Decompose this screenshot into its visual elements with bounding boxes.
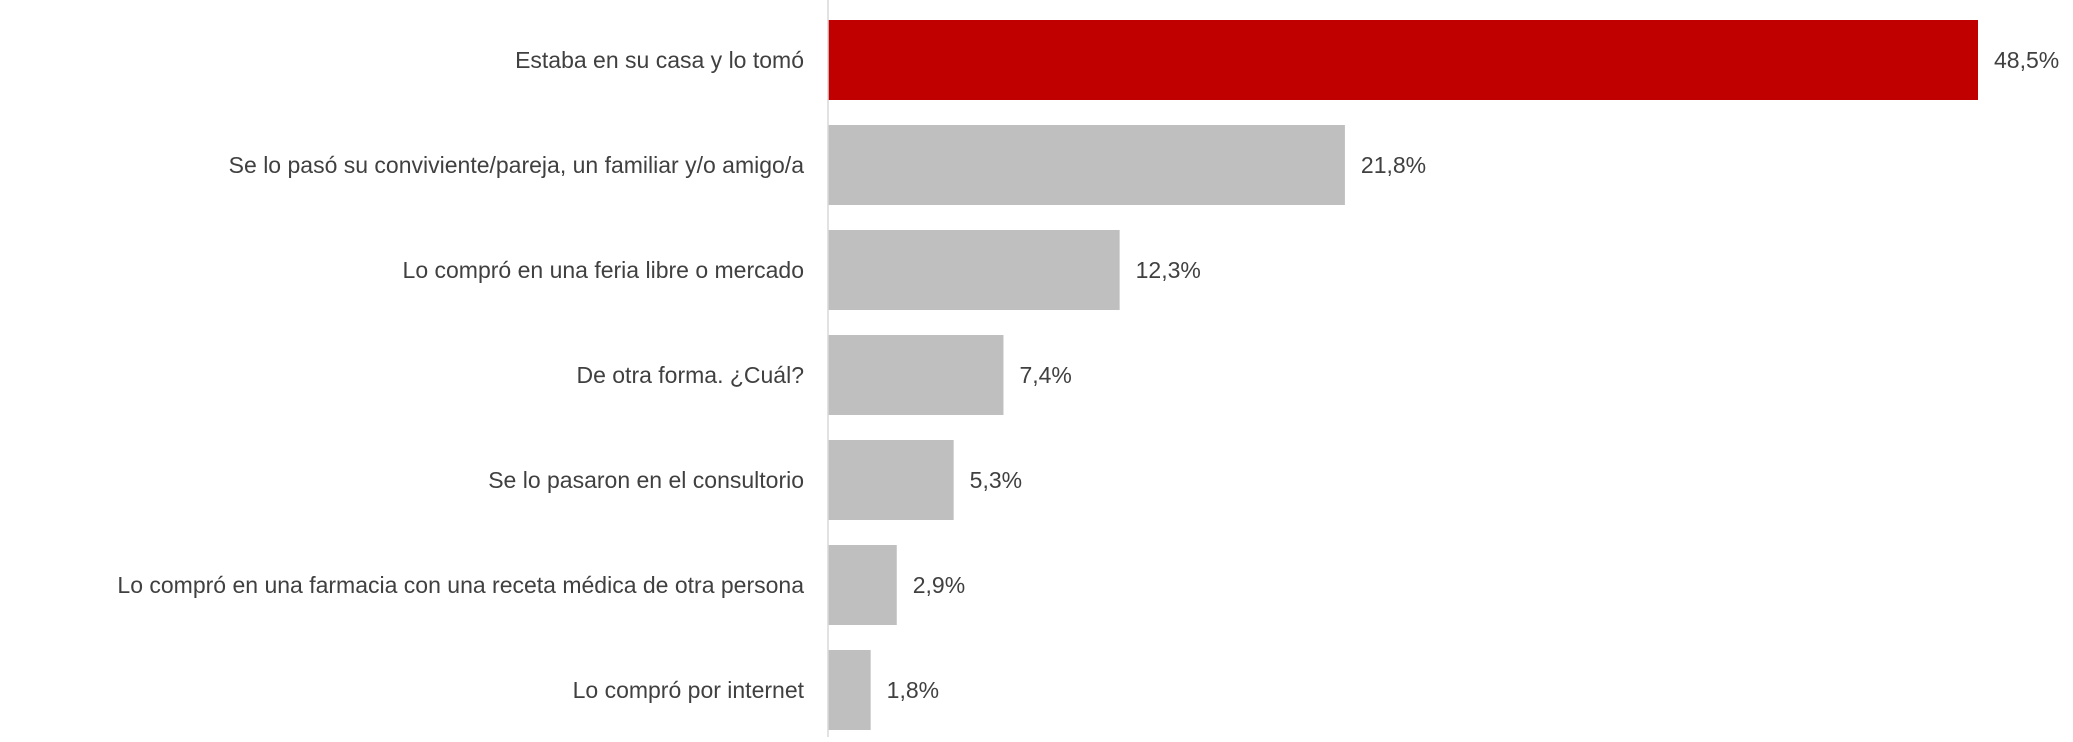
category-label: Se lo pasaron en el consultorio [488,467,804,493]
category-label: Lo compró en una farmacia con una receta… [117,572,804,598]
value-label: 7,4% [1019,362,1071,388]
bar [828,440,954,520]
bar [828,545,897,625]
bar [828,20,1978,100]
category-labels-layer: Estaba en su casa y lo tomó Se lo pasó su… [117,47,804,703]
bars-layer [828,20,1978,730]
bar [828,335,1004,415]
bar [828,650,871,730]
category-label: Lo compró por internet [573,677,805,703]
value-label: 21,8% [1361,152,1426,178]
category-label: Estaba en su casa y lo tomó [515,47,804,73]
value-labels-layer: 48,5% 21,8% 12,3% 7,4% 5,3% 2,9% 1,8% [887,47,2060,703]
value-label: 2,9% [913,572,965,598]
bar [828,230,1120,310]
value-label: 12,3% [1136,257,1201,283]
category-label: De otra forma. ¿Cuál? [576,362,804,388]
value-label: 5,3% [970,467,1022,493]
category-label: Lo compró en una feria libre o mercado [403,257,804,283]
category-label: Se lo pasó su conviviente/pareja, un fam… [229,152,805,178]
value-label: 48,5% [1994,47,2059,73]
bar [828,125,1345,205]
value-label: 1,8% [887,677,939,703]
